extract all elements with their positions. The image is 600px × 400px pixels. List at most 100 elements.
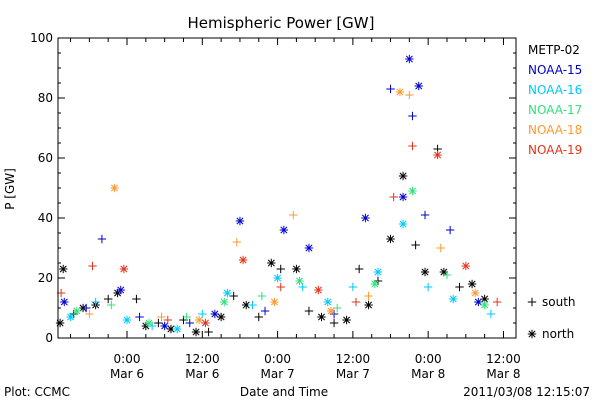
data-point-south [332, 303, 342, 313]
data-point-south [445, 225, 455, 235]
data-point-south [157, 312, 166, 322]
y-tick-label: 20 [38, 271, 53, 285]
data-point-south [82, 303, 91, 313]
data-point-south [232, 237, 242, 247]
x-tick-label-time: 12:00 [185, 352, 220, 366]
data-point-north [273, 273, 282, 283]
data-point-north [66, 312, 75, 322]
data-point-north [461, 261, 471, 271]
data-point-north [220, 297, 229, 307]
data-point-north [314, 285, 323, 295]
data-point-north [364, 300, 373, 310]
data-point-south [154, 318, 163, 328]
data-point-south [455, 282, 464, 292]
x-tick-label-time: 0:00 [415, 352, 442, 366]
footer-timestamp: 2011/03/08 12:15:07 [463, 385, 590, 399]
legend-entry: NOAA-18 [528, 123, 582, 137]
hemisphere-label: south [542, 295, 576, 309]
x-tick-label-date: Mar 6 [185, 367, 219, 381]
data-point-south [420, 210, 430, 220]
data-point-south [304, 306, 314, 316]
x-tick-label-time: 12:00 [486, 352, 521, 366]
data-point-south [423, 282, 433, 292]
data-point-south [163, 315, 172, 325]
data-point-south [354, 264, 364, 274]
data-point-north [267, 258, 276, 268]
data-point-south [107, 300, 116, 310]
data-point-north [323, 297, 332, 307]
data-point-north [122, 315, 132, 325]
hemisphere-symbol-south [527, 297, 537, 307]
data-point-north [270, 297, 279, 307]
data-points [55, 54, 502, 337]
data-point-north [317, 312, 326, 322]
x-tick-label-date: Mar 8 [411, 367, 445, 381]
data-point-south [204, 327, 213, 337]
data-point-north [304, 243, 314, 253]
data-point-north [173, 324, 182, 334]
y-tick-label: 80 [38, 91, 53, 105]
data-point-north [386, 234, 395, 244]
data-point-north [398, 192, 408, 202]
data-point-north [210, 309, 220, 319]
data-point-south [289, 210, 298, 220]
plot-frame [57, 37, 517, 339]
data-point-south [492, 297, 502, 307]
data-point-south [260, 306, 270, 316]
data-point-south [486, 309, 496, 319]
data-point-north [223, 288, 232, 298]
data-point-south [329, 318, 339, 328]
data-point-north [449, 294, 458, 304]
legend-entry: NOAA-15 [528, 63, 582, 77]
data-point-north [292, 264, 301, 274]
data-point-north [433, 150, 442, 160]
x-tick-label-time: 0:00 [114, 352, 141, 366]
data-point-south [97, 234, 107, 244]
x-tick-label-date: Mar 8 [486, 367, 520, 381]
data-point-north [144, 318, 154, 328]
data-point-south [248, 300, 257, 310]
data-point-north [467, 279, 477, 289]
y-axis-ticks: 0 20 40 60 80 100 [30, 31, 516, 345]
y-tick-label: 0 [45, 331, 53, 345]
y-tick-label: 100 [30, 31, 53, 45]
data-point-south [88, 261, 97, 271]
data-point-north [405, 54, 414, 64]
data-point-north [279, 225, 289, 235]
data-point-north [166, 324, 176, 334]
hemisphere-legend: south north [527, 295, 576, 341]
y-axis-label: P [GW] [3, 168, 17, 210]
data-point-south [405, 90, 414, 100]
data-point-south [257, 291, 267, 301]
data-point-north [420, 267, 430, 277]
data-point-south [103, 294, 113, 304]
data-point-north [480, 300, 489, 310]
data-point-south [408, 141, 417, 151]
data-point-north [55, 318, 65, 328]
data-point-north [201, 318, 210, 328]
data-point-north [194, 315, 204, 325]
hemisphere-label: north [542, 327, 574, 341]
data-point-south [386, 84, 395, 94]
footer-credit: Plot: CCMC [4, 385, 70, 399]
data-point-north [395, 87, 405, 97]
data-point-south [135, 312, 144, 322]
data-point-north [471, 288, 480, 298]
x-tick-label-date: Mar 7 [336, 367, 370, 381]
data-point-north [414, 81, 423, 91]
legend-entry: NOAA-17 [528, 103, 582, 117]
chart-title: Hemispheric Power [GW] [188, 14, 375, 32]
data-point-north [191, 327, 201, 337]
data-point-north [373, 267, 383, 277]
data-point-south [132, 294, 141, 304]
data-point-south [411, 240, 420, 250]
data-point-north [238, 255, 248, 265]
data-point-north [119, 264, 129, 274]
legend-entry: NOAA-16 [528, 83, 582, 97]
data-point-south [298, 282, 307, 292]
legend-entry: NOAA-19 [528, 143, 582, 157]
data-point-north [361, 213, 370, 223]
data-point-north [295, 276, 304, 286]
